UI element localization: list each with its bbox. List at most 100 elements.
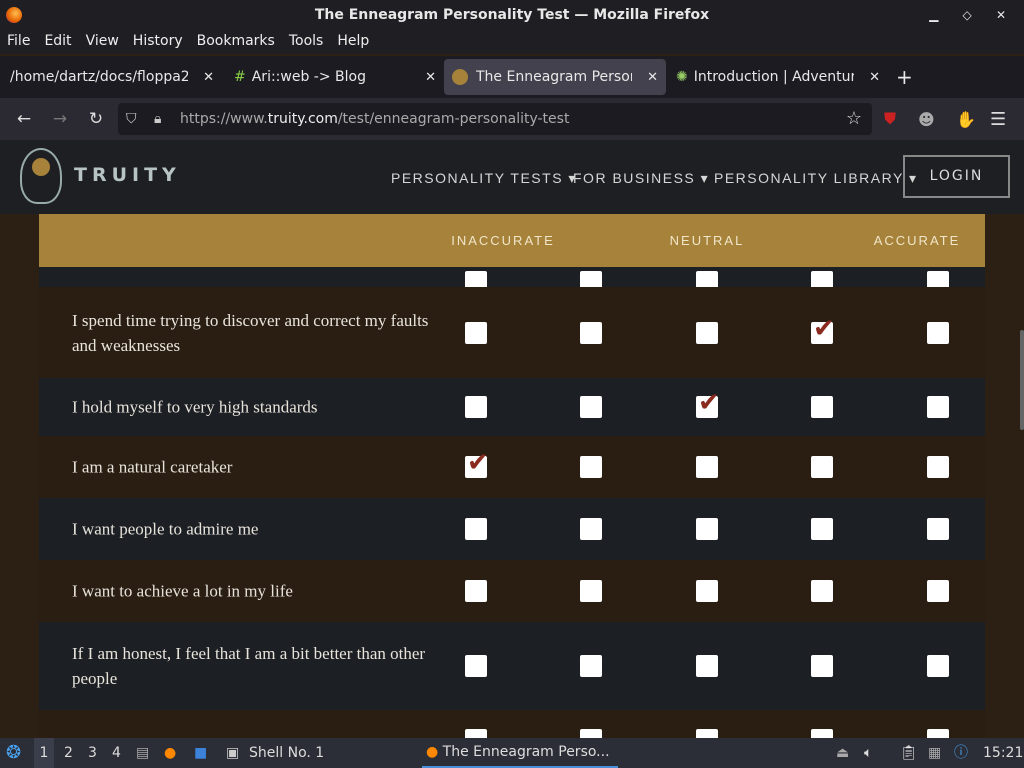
close-icon[interactable]: ✕ bbox=[647, 69, 658, 85]
window-controls[interactable]: ▁ ◇ ✕ bbox=[929, 8, 1016, 22]
answer-checkbox-2[interactable] bbox=[580, 396, 602, 418]
nav-personality-tests[interactable]: PERSONALITY TESTS ▾ bbox=[391, 170, 577, 186]
desktop-icon[interactable]: ■ bbox=[194, 745, 208, 761]
brand-name[interactable]: TRUITY bbox=[74, 164, 181, 186]
forward-icon[interactable]: → bbox=[52, 109, 68, 129]
bookmark-star-icon[interactable]: ☆ bbox=[845, 108, 862, 129]
answer-checkbox-5[interactable] bbox=[927, 396, 949, 418]
workspace-4[interactable]: 4 bbox=[112, 745, 121, 761]
menu-view[interactable]: View bbox=[85, 33, 119, 49]
scrollbar[interactable] bbox=[1020, 330, 1024, 430]
truity-logo-icon[interactable] bbox=[20, 148, 62, 204]
url-prefix: https://www. bbox=[180, 111, 268, 127]
login-button[interactable]: LOGIN bbox=[903, 155, 1010, 198]
question-row-partial bbox=[39, 710, 985, 738]
question-row: I spend time trying to discover and corr… bbox=[39, 287, 985, 378]
answer-checkbox-1[interactable] bbox=[465, 518, 487, 540]
tab-enneagram[interactable]: The Enneagram Personal ✕ bbox=[444, 59, 666, 95]
menu-bar: File Edit View History Bookmarks Tools H… bbox=[0, 30, 1024, 54]
answer-checkbox-5[interactable] bbox=[927, 655, 949, 677]
answer-checkbox-2[interactable] bbox=[580, 518, 602, 540]
clock: 15:21 bbox=[983, 745, 1024, 761]
start-menu-icon[interactable]: ❂ bbox=[6, 742, 22, 763]
answer-checkbox-1[interactable] bbox=[465, 396, 487, 418]
answer-checkbox-1[interactable] bbox=[465, 655, 487, 677]
nav-personality-library[interactable]: PERSONALITY LIBRARY ▾ bbox=[714, 170, 918, 186]
menu-edit[interactable]: Edit bbox=[44, 33, 72, 49]
answer-checkbox-1[interactable] bbox=[465, 580, 487, 602]
close-icon[interactable]: ✕ bbox=[425, 69, 436, 85]
answer-checkbox[interactable] bbox=[580, 729, 602, 738]
answer-checkbox-2[interactable] bbox=[580, 321, 602, 344]
menu-help[interactable]: Help bbox=[337, 33, 370, 49]
question-row: I hold myself to very high standards bbox=[39, 378, 985, 436]
menu-history[interactable]: History bbox=[132, 33, 183, 49]
workspace-3[interactable]: 3 bbox=[88, 745, 97, 761]
menu-tools[interactable]: Tools bbox=[288, 33, 324, 49]
answer-checkbox-4[interactable] bbox=[811, 580, 833, 602]
tab-ariweb[interactable]: # Ari::web -> Blog ✕ bbox=[222, 59, 444, 95]
taskbar-firefox-window[interactable]: ● The Enneagram Perso... bbox=[422, 738, 618, 768]
answer-checkbox-5[interactable] bbox=[927, 321, 949, 344]
network-icon[interactable]: ▦ bbox=[928, 745, 942, 761]
answer-checkbox-2[interactable] bbox=[580, 580, 602, 602]
answer-checkbox-3[interactable] bbox=[696, 518, 718, 540]
answer-checkbox-1[interactable] bbox=[465, 321, 487, 344]
back-icon[interactable]: ← bbox=[16, 109, 32, 129]
answer-checkbox-4[interactable] bbox=[811, 518, 833, 540]
answer-checkbox-3[interactable] bbox=[696, 321, 718, 344]
taskbar-shell[interactable]: Shell No. 1 bbox=[249, 745, 325, 761]
menu-bookmarks[interactable]: Bookmarks bbox=[196, 33, 275, 49]
taskbar: ❂ 1 2 3 4 ▤ ● ■ ▣ Shell No. 1 ● The Enne… bbox=[0, 738, 1024, 768]
file-manager-icon[interactable]: ▤ bbox=[136, 745, 150, 761]
question-row: I want people to admire me bbox=[39, 498, 985, 560]
volume-icon[interactable]: 🔈︎ bbox=[864, 745, 873, 761]
lock-icon[interactable]: 🔒︎ bbox=[154, 111, 162, 127]
answer-checkbox-2[interactable] bbox=[580, 456, 602, 478]
scale-accurate: ACCURATE bbox=[873, 233, 961, 248]
answer-checkbox-5[interactable] bbox=[927, 580, 949, 602]
answer-checkbox-3[interactable] bbox=[696, 456, 718, 478]
answer-checkbox-3[interactable] bbox=[696, 655, 718, 677]
answer-checkbox-1[interactable] bbox=[465, 448, 489, 478]
menu-hamburger-icon[interactable]: ☰ bbox=[990, 108, 1007, 130]
terminal-icon[interactable]: ▣ bbox=[226, 745, 240, 761]
menu-file[interactable]: File bbox=[7, 33, 31, 49]
question-text: If I am honest, I feel that I am a bit b… bbox=[72, 644, 426, 688]
ublock-icon[interactable]: ⛊ bbox=[884, 109, 897, 128]
close-icon[interactable]: ✕ bbox=[869, 69, 880, 85]
firefox-icon bbox=[6, 7, 22, 23]
firefox-launcher-icon[interactable]: ● bbox=[164, 745, 177, 761]
answer-checkbox[interactable] bbox=[811, 729, 833, 738]
shield-icon[interactable]: ⛉ bbox=[126, 111, 137, 127]
answer-checkbox-4[interactable] bbox=[811, 314, 835, 344]
reload-icon[interactable]: ↻ bbox=[88, 109, 104, 129]
url-bar[interactable]: ⛉ 🔒︎ https://www.truity.com/test/enneagr… bbox=[118, 103, 872, 135]
nav-for-business[interactable]: FOR BUSINESS ▾ bbox=[573, 170, 710, 186]
answer-checkbox-3[interactable] bbox=[696, 388, 720, 418]
workspace-1[interactable]: 1 bbox=[34, 738, 54, 768]
nav-toolbar: ← → ↻ ⛉ 🔒︎ https://www.truity.com/test/e… bbox=[0, 98, 1024, 140]
clipboard-icon[interactable]: 📋︎ bbox=[900, 745, 918, 761]
answer-checkbox-4[interactable] bbox=[811, 396, 833, 418]
question-row: If I am honest, I feel that I am a bit b… bbox=[39, 622, 985, 710]
answer-checkbox[interactable] bbox=[465, 729, 487, 738]
answer-checkbox[interactable] bbox=[927, 729, 949, 738]
answer-checkbox-5[interactable] bbox=[927, 518, 949, 540]
answer-checkbox[interactable] bbox=[696, 729, 718, 738]
tab-introduction[interactable]: ✺ Introduction | Adventure ✕ bbox=[666, 59, 888, 95]
workspace-2[interactable]: 2 bbox=[64, 745, 73, 761]
tab-local-file[interactable]: /home/dartz/docs/floppa21.h ✕ bbox=[0, 59, 222, 95]
answer-checkbox-5[interactable] bbox=[927, 456, 949, 478]
answer-checkbox-3[interactable] bbox=[696, 580, 718, 602]
notification-icon[interactable]: ⓘ bbox=[954, 745, 968, 761]
answer-checkbox-2[interactable] bbox=[580, 655, 602, 677]
eject-icon[interactable]: ⏏ bbox=[836, 745, 850, 761]
firefox-icon: ● bbox=[426, 744, 439, 760]
extension-icon[interactable]: ✋ bbox=[956, 109, 976, 129]
answer-checkbox-4[interactable] bbox=[811, 655, 833, 677]
new-tab-button[interactable]: + bbox=[896, 65, 913, 89]
answer-checkbox-4[interactable] bbox=[811, 456, 833, 478]
close-icon[interactable]: ✕ bbox=[203, 69, 214, 85]
extension-mask-icon[interactable]: ☻ bbox=[918, 109, 935, 129]
